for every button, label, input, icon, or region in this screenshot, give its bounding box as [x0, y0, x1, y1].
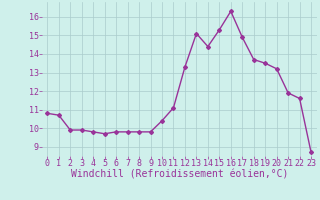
- X-axis label: Windchill (Refroidissement éolien,°C): Windchill (Refroidissement éolien,°C): [70, 169, 288, 179]
